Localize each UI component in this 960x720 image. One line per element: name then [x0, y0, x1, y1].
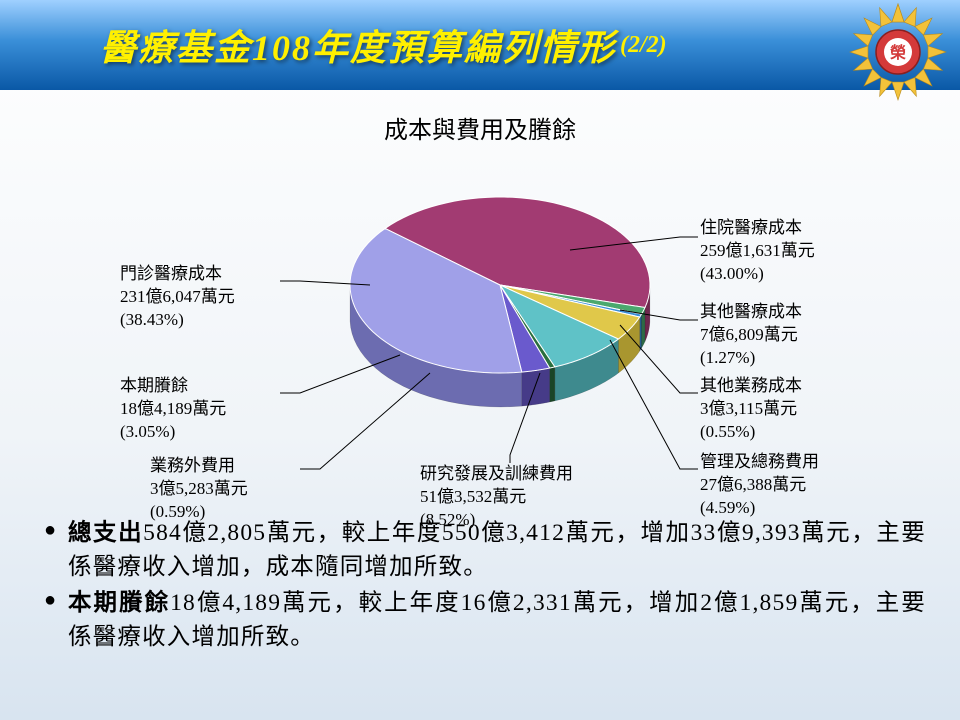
pie-label-nonop: 業務外費用3億5,283萬元(0.59%) — [150, 455, 248, 524]
pie-label-admin: 管理及總務費用27億6,388萬元(4.59%) — [700, 451, 819, 520]
page-subtitle: (2/2) — [620, 32, 667, 59]
chart-area: 成本與費用及賸餘 住院醫療成本259億1,631萬元(43.00%) 其他醫療成本… — [0, 90, 960, 510]
pie-label-surplus: 本期賸餘18億4,189萬元(3.05%) — [120, 375, 226, 444]
svg-text:榮: 榮 — [890, 43, 906, 62]
pie-label-other_biz: 其他業務成本3億3,115萬元(0.55%) — [700, 375, 802, 444]
page-title: 醫療基金108年度預算編列情形 — [100, 19, 616, 71]
emblem-icon: 榮 — [848, 2, 948, 102]
pie-label-inpatient: 住院醫療成本259億1,631萬元(43.00%) — [700, 217, 815, 286]
pie-svg — [330, 175, 670, 435]
bullet-list: 總支出584億2,805萬元，較上年度550億3,412萬元，增加33億9,39… — [0, 510, 960, 654]
pie-chart: 住院醫療成本259億1,631萬元(43.00%) 其他醫療成本7億6,809萬元… — [0, 155, 960, 515]
chart-title: 成本與費用及賸餘 — [0, 110, 960, 145]
pie-label-outpatient: 門診醫療成本231億6,047萬元(38.43%) — [120, 263, 235, 332]
header: 醫療基金108年度預算編列情形 (2/2) — [0, 0, 960, 90]
bullet-item: 總支出584億2,805萬元，較上年度550億3,412萬元，增加33億9,39… — [44, 516, 926, 584]
bullet-item: 本期賸餘18億4,189萬元，較上年度16億2,331萬元，增加2億1,859萬… — [44, 586, 926, 654]
pie-label-other_med: 其他醫療成本7億6,809萬元(1.27%) — [700, 301, 802, 370]
